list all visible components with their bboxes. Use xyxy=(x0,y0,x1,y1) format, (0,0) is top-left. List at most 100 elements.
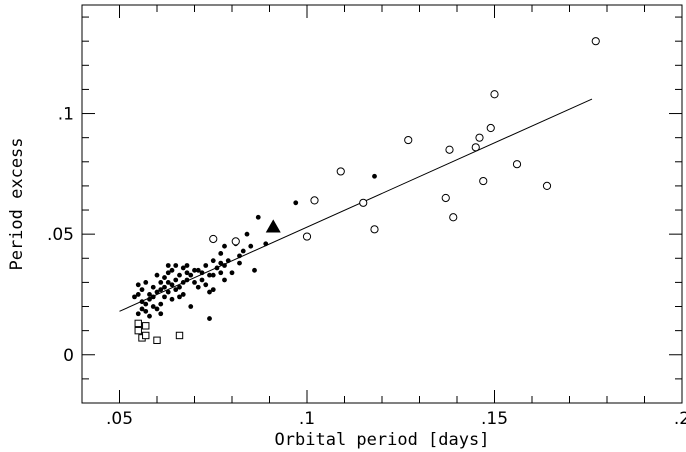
open-circle-point xyxy=(490,90,499,99)
open-circle-point xyxy=(475,133,484,142)
filled-circle-point xyxy=(139,299,145,305)
filled-circle-point xyxy=(184,263,190,268)
filled-circle-point xyxy=(162,284,167,290)
filled-circle-point xyxy=(192,267,197,273)
y-tick-label: .05 xyxy=(47,225,74,245)
filled-circle-point xyxy=(147,296,152,302)
open-circle-point xyxy=(512,160,522,169)
filled-circle-point xyxy=(135,282,141,288)
y-tick-label: .1 xyxy=(58,105,74,125)
open-circle-point xyxy=(471,143,480,152)
open-circle-point xyxy=(591,37,600,46)
filled-circle-point xyxy=(143,308,149,314)
filled-circle-point xyxy=(184,270,190,276)
x-tick-label: .2 xyxy=(674,409,686,429)
filled-circle-point xyxy=(147,292,152,297)
filled-circle-point xyxy=(199,277,205,283)
y-axis-title: Period excess xyxy=(7,137,27,270)
filled-circle-point xyxy=(255,214,261,220)
filled-circle-point xyxy=(222,243,227,249)
filled-circle-point xyxy=(154,306,160,312)
filled-circle-point xyxy=(177,294,182,300)
filled-circle-point xyxy=(195,284,201,290)
filled-circle-point xyxy=(177,272,182,278)
filled-circle-point xyxy=(372,173,377,179)
filled-circle-point xyxy=(240,248,246,254)
filled-circle-point xyxy=(180,279,186,285)
filled-circle-point xyxy=(169,267,175,273)
filled-circle-point xyxy=(173,287,179,293)
filled-circle-point xyxy=(263,241,269,247)
open-circle-point xyxy=(486,123,495,133)
filled-circle-point xyxy=(222,277,227,283)
filled-circle-point xyxy=(188,304,194,309)
filled-circle-point xyxy=(203,263,209,268)
open-circle-point xyxy=(479,176,488,186)
filled-circle-point xyxy=(207,272,212,278)
filled-circle-point xyxy=(165,289,171,295)
filled-circle-point xyxy=(210,258,216,264)
filled-circle-point xyxy=(158,311,164,317)
filled-circle-point xyxy=(218,260,224,266)
filled-circle-point xyxy=(135,292,141,297)
open-square-point xyxy=(175,331,184,340)
filled-circle-point xyxy=(173,263,179,268)
filled-circle-point xyxy=(162,294,167,300)
filled-circle-point xyxy=(184,277,190,283)
filled-circle-point xyxy=(169,282,175,288)
open-circle-point xyxy=(302,232,312,241)
filled-circle-point xyxy=(139,306,145,312)
filled-circle-point xyxy=(132,294,137,300)
filled-circle-point xyxy=(169,296,175,302)
filled-circle-point xyxy=(139,287,145,293)
open-circle-point xyxy=(336,167,345,176)
data-points xyxy=(132,37,600,344)
open-circle-point xyxy=(404,135,413,145)
filled-circle-point xyxy=(177,284,182,290)
filled-circle-point xyxy=(199,270,205,276)
filled-circle-point xyxy=(210,272,216,278)
axis-ticks xyxy=(81,5,683,404)
filled-circle-point xyxy=(158,287,164,293)
open-circle-point xyxy=(209,234,218,244)
x-tick-label: .05 xyxy=(106,409,133,429)
fit-line xyxy=(119,98,593,312)
filled-circle-point xyxy=(195,267,201,273)
filled-circle-point xyxy=(293,200,299,206)
axis-tick-labels: .05 .1 .15 .2 0 .05 .1 xyxy=(47,105,686,429)
open-circle-point xyxy=(310,196,319,205)
x-tick-label: .15 xyxy=(481,409,508,429)
open-square-point xyxy=(134,326,142,335)
open-circle-point xyxy=(542,181,552,191)
filled-circle-point xyxy=(229,270,235,276)
filled-circle-point xyxy=(165,279,171,285)
open-circle-point xyxy=(370,225,379,234)
open-circle-point xyxy=(445,145,454,154)
x-tick-label: .1 xyxy=(299,409,315,429)
filled-circle-point xyxy=(143,301,149,307)
filled-circle-point xyxy=(158,301,164,307)
filled-circle-point xyxy=(192,279,197,285)
open-circle-point xyxy=(359,198,368,207)
filled-circle-point xyxy=(218,251,224,256)
filled-circle-point xyxy=(173,277,179,283)
filled-circle-point xyxy=(252,267,257,273)
filled-circle-point xyxy=(154,272,160,278)
filled-circle-point xyxy=(158,279,164,285)
filled-circle-point xyxy=(207,289,212,295)
filled-circle-point xyxy=(218,270,224,276)
filled-circle-point xyxy=(248,243,254,249)
filled-circle-point xyxy=(222,263,227,268)
filled-circle-point xyxy=(147,313,152,319)
x-axis-title: Orbital period [days] xyxy=(275,430,490,450)
filled-circle-point xyxy=(207,316,212,321)
filled-circle-point xyxy=(188,272,194,278)
filled-circle-point xyxy=(165,270,171,276)
filled-circle-point xyxy=(150,294,156,300)
filled-circle-point xyxy=(210,287,216,293)
filled-circle-point xyxy=(165,263,171,268)
filled-circle-point xyxy=(150,304,156,309)
filled-circle-point xyxy=(225,258,231,264)
filled-circle-point xyxy=(203,282,209,288)
